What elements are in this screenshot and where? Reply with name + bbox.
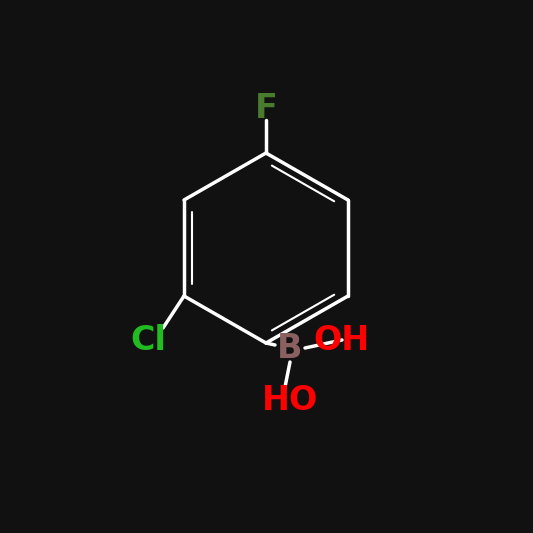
Text: OH: OH — [314, 324, 370, 357]
Text: B: B — [277, 332, 303, 365]
Text: F: F — [255, 92, 278, 125]
Text: HO: HO — [262, 384, 318, 416]
Text: Cl: Cl — [130, 324, 166, 357]
